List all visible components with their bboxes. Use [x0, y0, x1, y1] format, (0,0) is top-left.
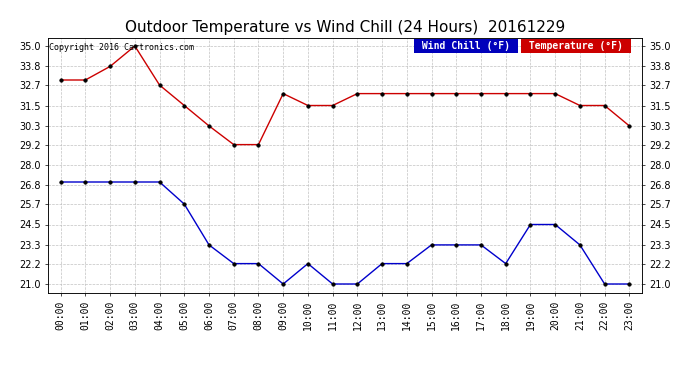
- Text: Copyright 2016 Cartronics.com: Copyright 2016 Cartronics.com: [50, 43, 195, 52]
- Text: Wind Chill (°F): Wind Chill (°F): [416, 41, 516, 51]
- Title: Outdoor Temperature vs Wind Chill (24 Hours)  20161229: Outdoor Temperature vs Wind Chill (24 Ho…: [125, 20, 565, 35]
- Text: Temperature (°F): Temperature (°F): [523, 41, 629, 51]
